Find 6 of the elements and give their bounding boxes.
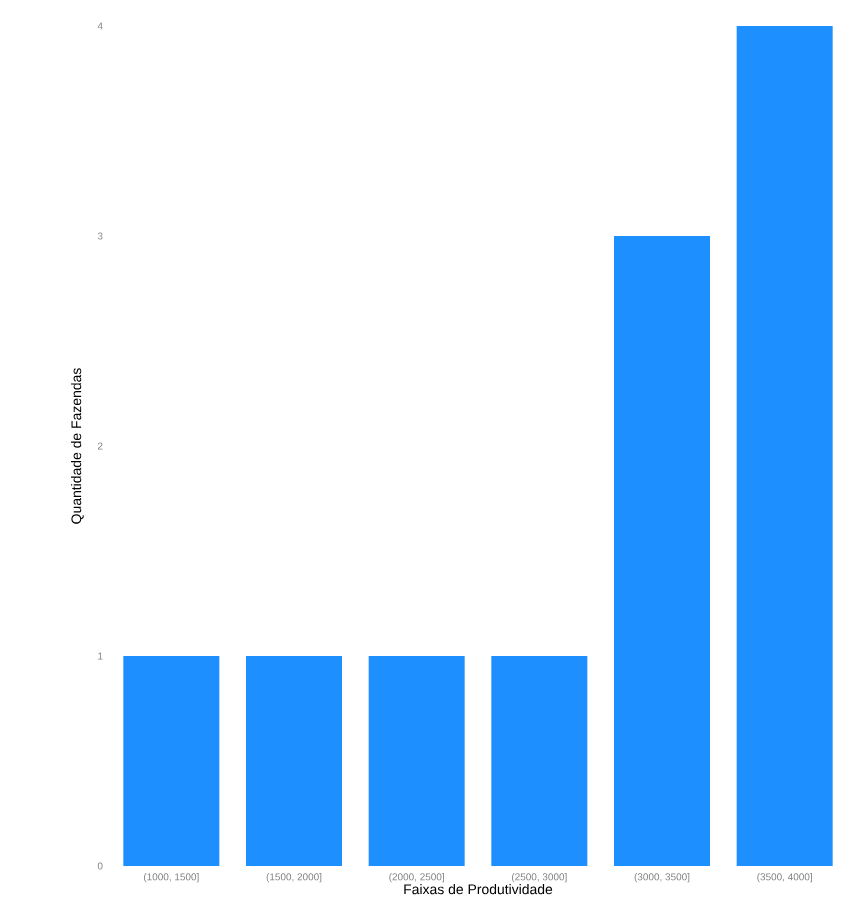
bar [123, 656, 220, 866]
bar [614, 236, 711, 866]
bar [491, 656, 588, 866]
bar [368, 656, 465, 866]
bar [736, 26, 833, 866]
bar [246, 656, 342, 866]
